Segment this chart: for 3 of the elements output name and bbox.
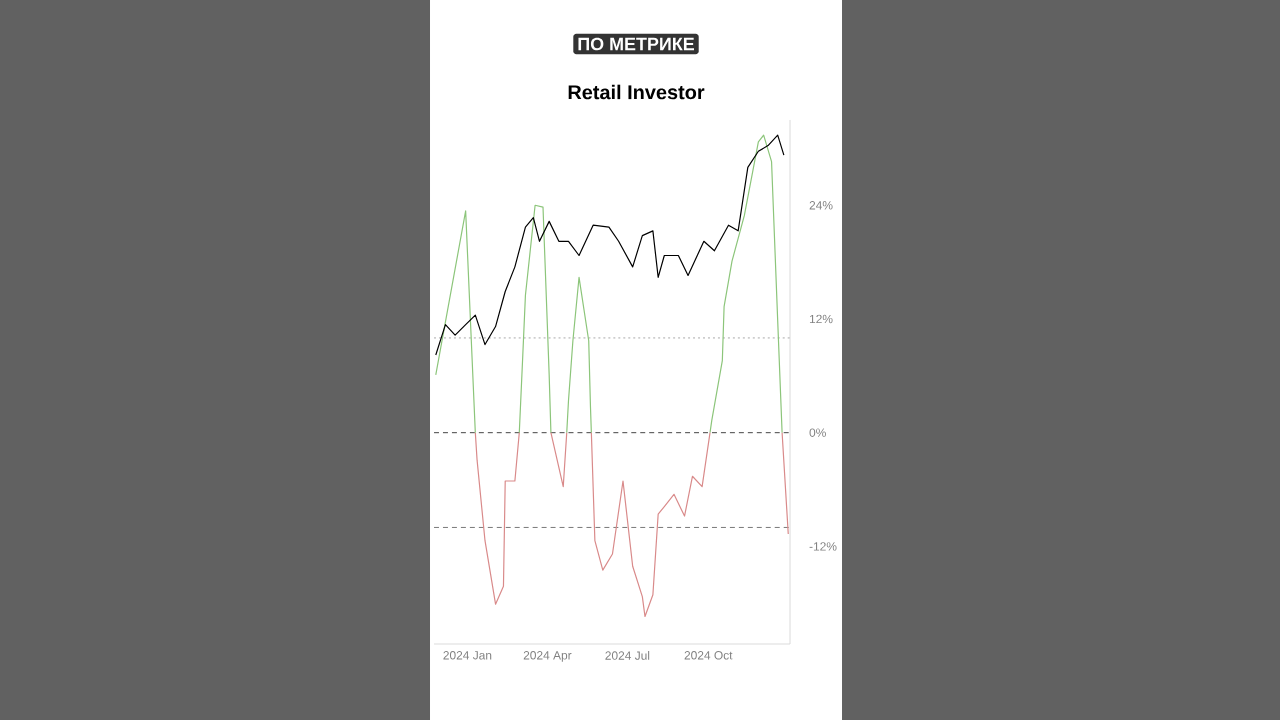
chart-title: Retail Investor — [568, 84, 705, 100]
text: ПО МЕТРИКЕ — [578, 37, 695, 51]
line-series — [435, 134, 785, 356]
